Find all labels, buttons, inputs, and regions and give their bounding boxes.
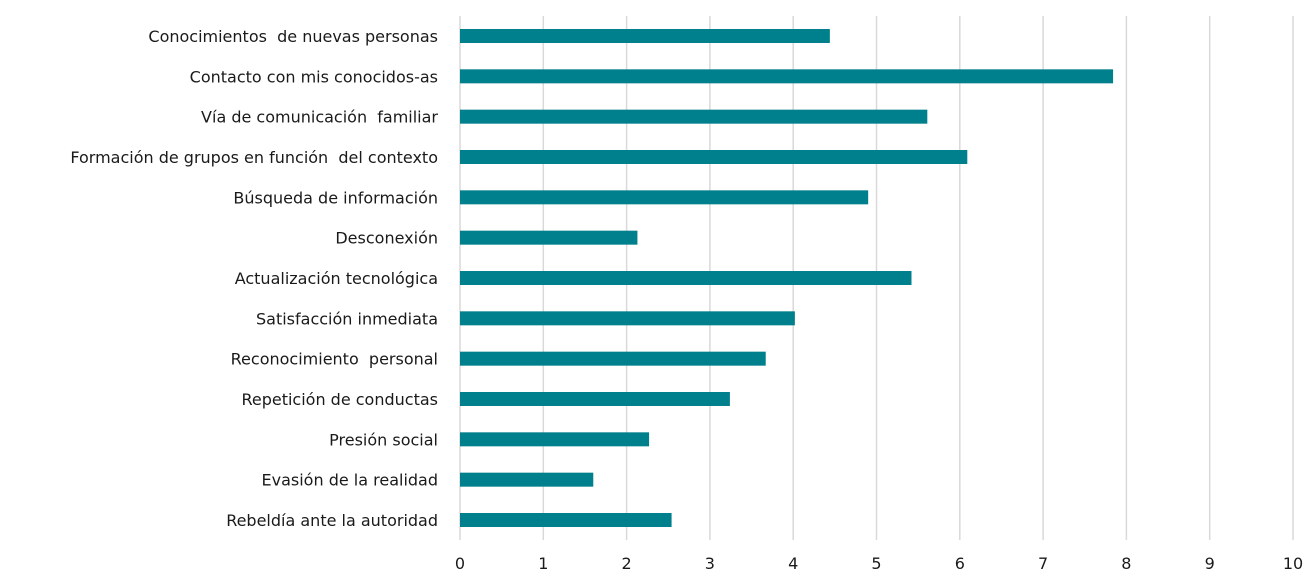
x-tick-label: 10 bbox=[1283, 554, 1303, 573]
category-label: Rebeldía ante la autoridad bbox=[226, 511, 438, 530]
category-label: Presión social bbox=[329, 430, 438, 449]
bar bbox=[460, 351, 766, 366]
x-tick-labels: 0 1 2 3 4 5 6 7 8 9 10 bbox=[455, 554, 1303, 573]
category-label: Evasión de la realidad bbox=[262, 471, 438, 490]
x-tick-label: 7 bbox=[1038, 554, 1048, 573]
bars bbox=[460, 29, 1114, 527]
category-label: Vía de comunicación familiar bbox=[201, 108, 438, 127]
x-tick-label: 6 bbox=[955, 554, 965, 573]
bar bbox=[460, 29, 830, 43]
category-label: Conocimientos de nuevas personas bbox=[148, 27, 438, 46]
bar bbox=[460, 230, 638, 245]
x-tick-label: 0 bbox=[455, 554, 465, 573]
category-label: Actualización tecnológica bbox=[235, 269, 438, 288]
category-label: Contacto con mis conocidos-as bbox=[190, 67, 438, 86]
x-tick-label: 3 bbox=[705, 554, 715, 573]
category-label: Repetición de conductas bbox=[241, 390, 438, 409]
x-tick-label: 8 bbox=[1121, 554, 1131, 573]
bar bbox=[460, 513, 672, 527]
x-tick-label: 9 bbox=[1205, 554, 1215, 573]
bar bbox=[460, 109, 928, 124]
category-label: Búsqueda de información bbox=[233, 188, 438, 207]
bar bbox=[460, 472, 594, 487]
bar bbox=[460, 392, 730, 406]
x-tick-label: 5 bbox=[871, 554, 881, 573]
x-tick-label: 2 bbox=[622, 554, 632, 573]
bar bbox=[460, 69, 1114, 84]
category-label: Reconocimiento personal bbox=[231, 350, 438, 369]
x-tick-label: 1 bbox=[538, 554, 548, 573]
category-labels: Conocimientos de nuevas personas Contacto… bbox=[70, 27, 438, 530]
bar bbox=[460, 432, 650, 447]
bar bbox=[460, 150, 968, 164]
category-label: Formación de grupos en función del conte… bbox=[70, 148, 438, 167]
x-tick-label: 4 bbox=[788, 554, 798, 573]
bar bbox=[460, 271, 912, 285]
category-label: Desconexión bbox=[335, 229, 438, 248]
category-label: Satisfacción inmediata bbox=[256, 309, 438, 328]
bar bbox=[460, 311, 795, 326]
bar bbox=[460, 190, 869, 205]
